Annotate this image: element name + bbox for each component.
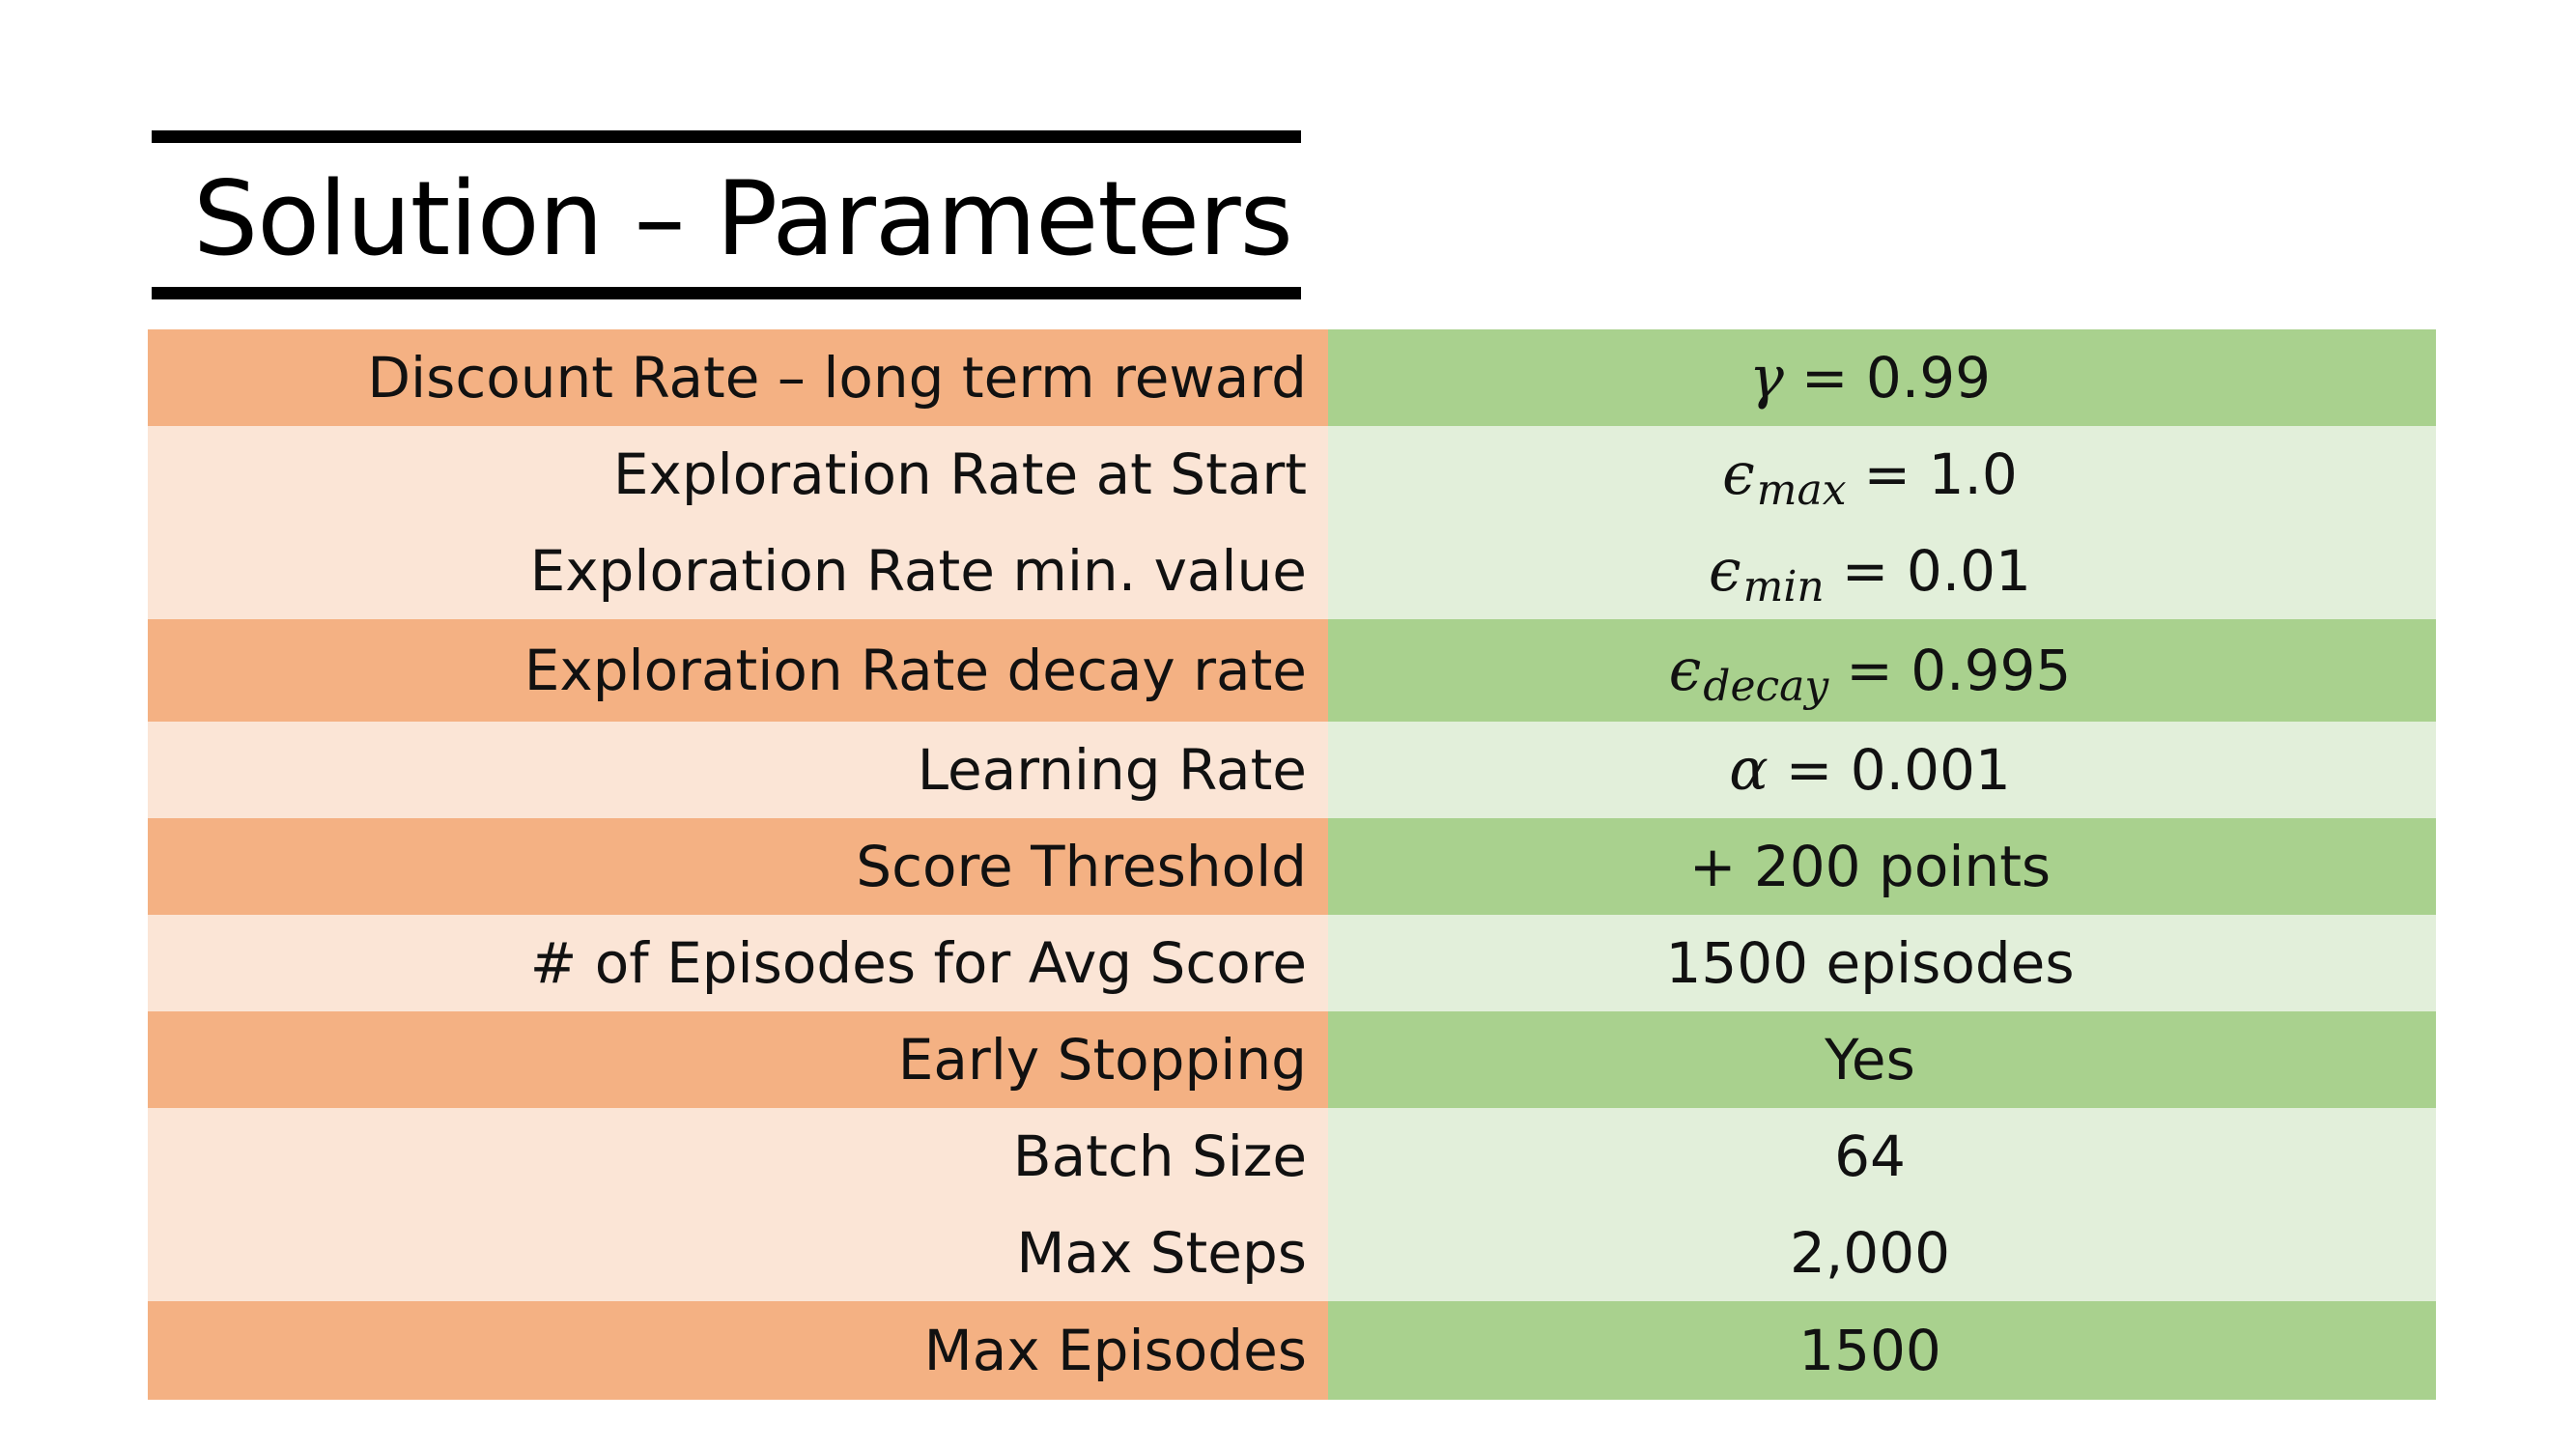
parameter-label: Exploration Rate decay rate: [148, 619, 1328, 722]
title-rule-top: [152, 130, 1301, 143]
parameter-value: 64: [1834, 1123, 1906, 1189]
parameter-label: Exploration Rate min. value: [148, 523, 1328, 619]
parameter-value-cell: ϵ min = 0.01: [1328, 523, 2436, 619]
parameter-value: = 0.01: [1841, 538, 2031, 604]
parameter-subscript: min: [1742, 561, 1825, 611]
parameter-value-cell: + 200 points: [1328, 818, 2436, 915]
parameter-value-cell: 1500: [1328, 1301, 2436, 1400]
parameter-row: Batch Size 64: [148, 1108, 2436, 1205]
parameter-value: 1500: [1798, 1318, 1941, 1383]
parameter-label: Max Episodes: [148, 1301, 1328, 1400]
parameter-value-cell: α = 0.001: [1328, 722, 2436, 818]
title-rule-bottom: [152, 287, 1301, 299]
parameter-row: # of Episodes for Avg Score 1500 episodes: [148, 915, 2436, 1011]
parameter-subscript: max: [1756, 465, 1847, 515]
parameter-value: = 0.001: [1785, 737, 2011, 803]
parameter-label: # of Episodes for Avg Score: [148, 915, 1328, 1011]
parameter-value: = 0.99: [1800, 345, 1992, 411]
parameter-value-cell: 1500 episodes: [1328, 915, 2436, 1011]
parameter-value: Yes: [1825, 1027, 1915, 1093]
parameter-value-cell: γ = 0.99: [1328, 329, 2436, 426]
parameter-value-cell: Yes: [1328, 1011, 2436, 1108]
parameter-subscript: decay: [1703, 661, 1829, 711]
parameter-value: = 1.0: [1863, 441, 2018, 507]
parameter-symbol: ϵ: [1709, 537, 1741, 605]
parameter-row: Score Threshold + 200 points: [148, 818, 2436, 915]
parameter-row: Exploration Rate decay rate ϵ decay = 0.995: [148, 619, 2436, 722]
parameter-label: Learning Rate: [148, 722, 1328, 818]
parameter-row: Early Stopping Yes: [148, 1011, 2436, 1108]
parameter-row: Exploration Rate min. value ϵ min = 0.01: [148, 523, 2436, 619]
parameter-label: Batch Size: [148, 1108, 1328, 1205]
parameter-row: Max Steps 2,000: [148, 1205, 2436, 1301]
parameter-row: Learning Rate α = 0.001: [148, 722, 2436, 818]
parameter-value-cell: 64: [1328, 1108, 2436, 1205]
parameter-label: Score Threshold: [148, 818, 1328, 915]
parameter-row: Discount Rate – long term reward γ = 0.99: [148, 329, 2436, 426]
parameter-row: Max Episodes 1500: [148, 1301, 2436, 1400]
parameter-row: Exploration Rate at Start ϵ max = 1.0: [148, 426, 2436, 523]
parameter-symbol: α: [1729, 736, 1769, 804]
slide-title: Solution – Parameters: [193, 159, 1293, 278]
parameter-label: Discount Rate – long term reward: [148, 329, 1328, 426]
parameters-table: Discount Rate – long term reward γ = 0.99 E…: [148, 329, 2436, 1400]
parameter-value-cell: ϵ decay = 0.995: [1328, 619, 2436, 722]
parameter-value-cell: 2,000: [1328, 1205, 2436, 1301]
parameter-symbol: ϵ: [1722, 440, 1755, 508]
parameter-value: 2,000: [1789, 1220, 1951, 1286]
parameter-value: = 0.995: [1846, 638, 2072, 703]
parameter-value: + 200 points: [1688, 834, 2052, 899]
parameter-symbol: γ: [1748, 344, 1784, 412]
parameter-label: Early Stopping: [148, 1011, 1328, 1108]
parameter-label: Exploration Rate at Start: [148, 426, 1328, 523]
parameter-label: Max Steps: [148, 1205, 1328, 1301]
parameter-symbol: ϵ: [1668, 637, 1702, 704]
parameter-value-cell: ϵ max = 1.0: [1328, 426, 2436, 523]
parameter-value: 1500 episodes: [1665, 930, 2075, 996]
